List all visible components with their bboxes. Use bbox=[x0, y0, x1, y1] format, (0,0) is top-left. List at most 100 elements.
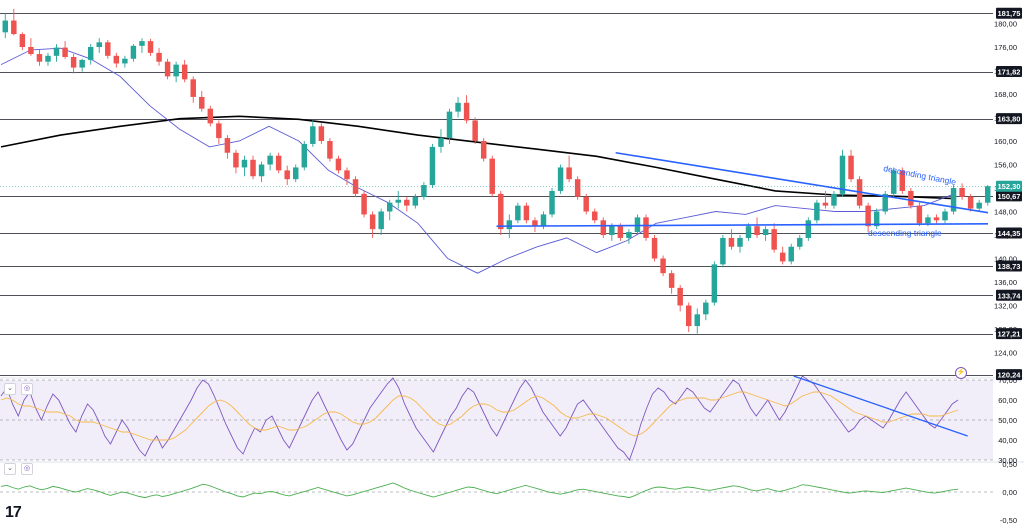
candle[interactable] bbox=[455, 102, 461, 112]
candle[interactable] bbox=[156, 52, 162, 62]
candle[interactable] bbox=[797, 237, 803, 247]
candle[interactable] bbox=[557, 167, 564, 191]
candle[interactable] bbox=[96, 42, 102, 47]
candle[interactable] bbox=[728, 237, 735, 247]
candle[interactable] bbox=[267, 155, 273, 165]
candle[interactable] bbox=[882, 193, 888, 212]
candle[interactable] bbox=[711, 264, 718, 303]
candle[interactable] bbox=[139, 41, 145, 46]
candle[interactable] bbox=[651, 237, 658, 259]
candle[interactable] bbox=[600, 220, 607, 235]
trendline[interactable] bbox=[615, 151, 989, 214]
candle[interactable] bbox=[463, 102, 470, 121]
rsi-settings-icon[interactable]: ◎ bbox=[21, 383, 33, 395]
candle[interactable] bbox=[472, 120, 478, 141]
candle[interactable] bbox=[199, 96, 205, 109]
candle[interactable] bbox=[677, 287, 683, 306]
candle[interactable] bbox=[446, 111, 453, 139]
candle[interactable] bbox=[386, 202, 393, 212]
candle[interactable] bbox=[950, 188, 957, 212]
level-tag[interactable] bbox=[996, 113, 1022, 125]
candle[interactable] bbox=[310, 126, 316, 144]
candle[interactable] bbox=[2, 20, 9, 33]
candle[interactable] bbox=[574, 179, 581, 197]
candle[interactable] bbox=[489, 158, 495, 194]
candle[interactable] bbox=[173, 64, 179, 77]
candle[interactable] bbox=[318, 126, 325, 141]
candle[interactable] bbox=[87, 47, 94, 60]
candle[interactable] bbox=[933, 217, 940, 221]
candle[interactable] bbox=[967, 196, 974, 209]
candle[interactable] bbox=[865, 205, 871, 227]
rsi-trendline[interactable] bbox=[793, 375, 968, 437]
candle[interactable] bbox=[549, 190, 555, 215]
candle[interactable] bbox=[908, 190, 914, 206]
candle[interactable] bbox=[344, 170, 350, 180]
candle[interactable] bbox=[831, 193, 837, 206]
candle[interactable] bbox=[916, 205, 923, 224]
candle[interactable] bbox=[421, 185, 427, 197]
candle[interactable] bbox=[404, 199, 410, 206]
candle[interactable] bbox=[369, 214, 376, 230]
oscillator-settings-icon[interactable]: ◎ bbox=[21, 463, 33, 475]
candle[interactable] bbox=[335, 158, 342, 171]
level-tag[interactable] bbox=[996, 328, 1022, 340]
rsi-collapse-toggle[interactable]: ⌄ bbox=[4, 383, 16, 395]
candle[interactable] bbox=[566, 167, 572, 180]
level-tag[interactable] bbox=[996, 289, 1022, 301]
candle[interactable] bbox=[976, 202, 982, 209]
candle[interactable] bbox=[822, 202, 829, 206]
candle[interactable] bbox=[301, 143, 308, 168]
level-tag[interactable] bbox=[996, 260, 1022, 272]
candle[interactable] bbox=[122, 58, 128, 64]
oscillator-pane[interactable] bbox=[0, 482, 993, 499]
candle[interactable] bbox=[643, 217, 649, 238]
candle[interactable] bbox=[814, 202, 820, 221]
candle[interactable] bbox=[36, 54, 43, 62]
candle[interactable] bbox=[275, 155, 282, 171]
candle[interactable] bbox=[352, 179, 359, 194]
candle[interactable] bbox=[839, 155, 846, 194]
candle[interactable] bbox=[190, 79, 196, 97]
candle[interactable] bbox=[942, 211, 948, 221]
candle[interactable] bbox=[19, 34, 26, 47]
candle[interactable] bbox=[293, 167, 299, 180]
candle[interactable] bbox=[498, 193, 504, 230]
candle[interactable] bbox=[62, 47, 68, 57]
candle[interactable] bbox=[70, 56, 77, 68]
candle[interactable] bbox=[617, 226, 624, 238]
candle[interactable] bbox=[233, 152, 239, 168]
candle[interactable] bbox=[412, 196, 419, 206]
oscillator-collapse-toggle[interactable]: ⌄ bbox=[4, 463, 16, 475]
candle[interactable] bbox=[848, 155, 854, 180]
candle[interactable] bbox=[762, 229, 769, 235]
candle[interactable] bbox=[181, 64, 188, 80]
candle[interactable] bbox=[532, 220, 538, 227]
candle[interactable] bbox=[378, 211, 384, 230]
level-tag[interactable] bbox=[996, 7, 1022, 19]
candle[interactable] bbox=[540, 214, 547, 227]
candle[interactable] bbox=[959, 188, 965, 197]
candle[interactable] bbox=[523, 205, 530, 221]
last-price-tag[interactable] bbox=[996, 180, 1022, 192]
candle[interactable] bbox=[105, 42, 111, 56]
candle[interactable] bbox=[771, 229, 777, 250]
candle[interactable] bbox=[216, 123, 222, 139]
candle[interactable] bbox=[250, 159, 256, 177]
candle[interactable] bbox=[703, 302, 709, 315]
candle[interactable] bbox=[626, 232, 632, 238]
rsi-pane[interactable] bbox=[0, 375, 993, 461]
trendline[interactable] bbox=[496, 223, 989, 227]
candle[interactable] bbox=[258, 164, 265, 177]
candle[interactable] bbox=[925, 217, 931, 224]
candle[interactable] bbox=[241, 159, 248, 168]
candle[interactable] bbox=[788, 246, 794, 262]
candle[interactable] bbox=[164, 61, 171, 77]
candle[interactable] bbox=[506, 220, 513, 230]
level-tag[interactable] bbox=[996, 66, 1022, 78]
price-axis[interactable]: 180,00176,00172,00168,00164,00160,00156,… bbox=[994, 7, 1022, 525]
candle[interactable] bbox=[873, 211, 880, 227]
candle[interactable] bbox=[694, 314, 700, 327]
candle[interactable] bbox=[899, 170, 906, 191]
